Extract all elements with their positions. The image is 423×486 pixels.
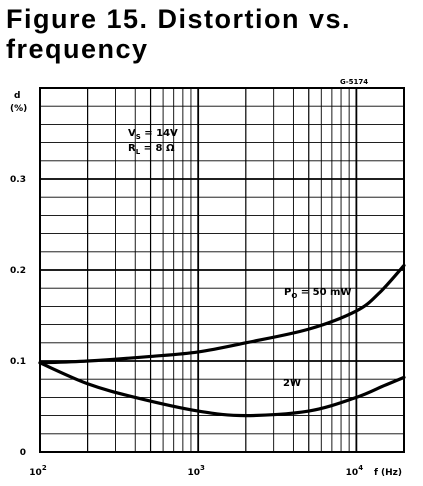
series-label-50mw: PO = 50 mW xyxy=(284,287,352,300)
y-axis-label-unit: (%) xyxy=(10,104,27,114)
series-label-subscript: O xyxy=(291,292,297,300)
x-tick-exponent: 3 xyxy=(200,464,205,472)
series-label-2w: 2W xyxy=(283,378,301,389)
y-tick-label: 0 xyxy=(20,448,26,458)
series-line-50mw xyxy=(38,263,406,365)
condition-symbol: V xyxy=(128,128,136,139)
plot-frame xyxy=(39,87,405,453)
series-group xyxy=(38,263,406,418)
y-tick-label: 0.2 xyxy=(10,266,26,276)
y-axis-label: d xyxy=(14,91,20,101)
x-tick-label: 103 xyxy=(187,464,205,478)
x-tick-exponent: 4 xyxy=(358,464,363,472)
series-line-2w xyxy=(38,361,406,418)
condition-supply-voltage: VS = 14V xyxy=(128,128,178,141)
condition-value: = 14V xyxy=(141,128,178,139)
x-tick-base: 10 xyxy=(29,468,42,478)
figure-code: G-5174 xyxy=(340,78,368,86)
x-axis-label: f (Hz) xyxy=(374,468,402,478)
y-tick-label: 0.3 xyxy=(10,175,26,185)
condition-subscript: L xyxy=(136,148,141,156)
title-line-2: frequency xyxy=(6,34,149,64)
grid xyxy=(40,88,404,452)
x-tick-base: 10 xyxy=(187,468,200,478)
condition-subscript: S xyxy=(136,133,141,141)
condition-load-resistance: RL = 8 Ω xyxy=(128,143,175,156)
condition-value: = 8 Ω xyxy=(140,143,175,154)
page-title: Figure 15. Distortion vs. frequency xyxy=(6,4,351,64)
x-tick-base: 10 xyxy=(346,468,359,478)
condition-symbol: R xyxy=(128,143,136,154)
x-tick-exponent: 2 xyxy=(42,464,47,472)
series-label-symbol: P xyxy=(284,287,291,298)
x-tick-label: 104 xyxy=(346,464,364,478)
x-tick-label: 102 xyxy=(29,464,47,478)
title-line-1: Figure 15. Distortion vs. xyxy=(6,4,352,34)
series-label-value: = 50 mW xyxy=(297,287,351,298)
y-tick-label: 0.1 xyxy=(10,357,26,367)
